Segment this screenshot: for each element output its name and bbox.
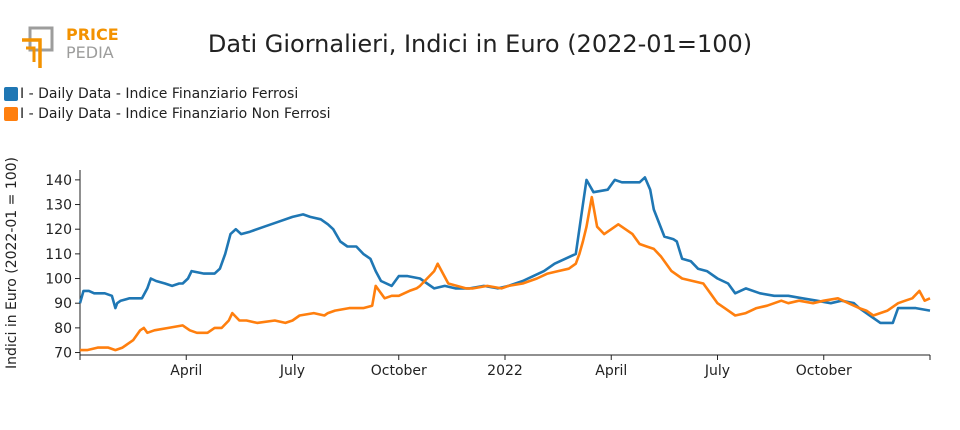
y-tick-label: 140: [45, 173, 72, 189]
y-axis-label-group: Indici in Euro (2022-01 = 100): [4, 157, 20, 369]
y-tick-label: 120: [45, 222, 72, 238]
legend-swatch-non-ferrosi: [4, 107, 18, 121]
pricepedia-logo: PRICE PEDIA: [22, 25, 119, 68]
y-axis-label: Indici in Euro (2022-01 = 100): [4, 157, 20, 369]
x-tick-label: April: [170, 363, 202, 379]
x-tick-label: July: [279, 363, 305, 379]
legend-item-ferrosi[interactable]: I - Daily Data - Indice Finanziario Ferr…: [4, 84, 331, 104]
chart-title: Dati Giornalieri, Indici in Euro (2022-0…: [207, 30, 753, 58]
x-tick-label: October: [371, 363, 427, 379]
x-tick-label: 2022: [487, 363, 523, 379]
logo-corner-orange: [22, 38, 42, 68]
y-tick-label: 70: [54, 346, 72, 362]
axes: 70 80 90 100 110 120 130 140 April July October 202…: [45, 170, 931, 379]
series-lines: [78, 176, 931, 352]
y-tick-label: 130: [45, 198, 72, 214]
logo-line1: PRICE: [66, 25, 119, 44]
series-line-non-ferrosi[interactable]: [80, 195, 931, 352]
y-tick-label: 80: [54, 321, 72, 337]
series-line-ferrosi[interactable]: [78, 176, 931, 325]
y-tick-label: 90: [54, 296, 72, 312]
y-tick-label: 100: [45, 272, 72, 288]
legend-swatch-ferrosi: [4, 87, 18, 101]
logo-line2: PEDIA: [66, 43, 114, 62]
x-tick-label: October: [796, 363, 852, 379]
legend-label-non-ferrosi: I - Daily Data - Indice Finanziario Non …: [20, 106, 331, 122]
chart-legend: I - Daily Data - Indice Finanziario Ferr…: [4, 84, 331, 124]
legend-label-ferrosi: I - Daily Data - Indice Finanziario Ferr…: [20, 86, 299, 102]
y-tick-label: 110: [45, 247, 72, 263]
x-tick-label: April: [595, 363, 627, 379]
legend-item-non-ferrosi[interactable]: I - Daily Data - Indice Finanziario Non …: [4, 104, 331, 124]
logo-corner-orange-inner: [26, 46, 36, 62]
x-tick-label: July: [704, 363, 730, 379]
